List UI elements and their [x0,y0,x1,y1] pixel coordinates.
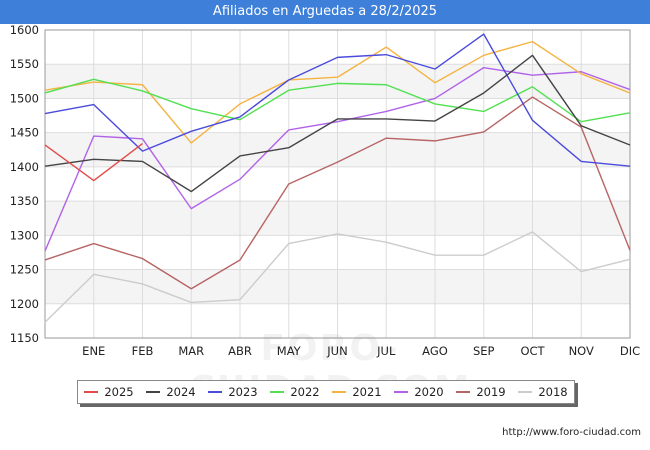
x-tick-label: JUN [326,344,347,358]
legend-item-2019: 2019 [456,385,506,399]
legend-label: 2024 [166,385,196,399]
series-line-2021 [44,40,631,144]
series-line-2024 [44,54,631,193]
legend-swatch [270,391,285,393]
series-line-2025 [44,143,143,182]
x-tick-label: ENE [82,344,105,358]
chart-title-bar: Afiliados en Arguedas a 28/2/2025 [0,0,650,24]
y-tick-label: 1600 [10,23,39,37]
chart-title: Afiliados en Arguedas a 28/2/2025 [212,4,438,19]
legend-swatch [146,391,161,393]
legend-label: 2022 [290,385,320,399]
legend-label: 2021 [352,385,382,399]
legend-item-2020: 2020 [394,385,444,399]
legend-item-2018: 2018 [518,385,568,399]
x-tick-label: ABR [228,344,252,358]
series-line-2020 [44,66,631,252]
legend-label: 2019 [476,385,506,399]
legend-swatch [208,391,223,393]
series-line-2018 [44,231,631,323]
x-tick-label: JUL [376,344,396,358]
legend-item-2024: 2024 [146,385,196,399]
legend-item-2023: 2023 [208,385,258,399]
x-tick-label: MAY [277,344,302,358]
series-line-2023 [44,33,631,167]
y-tick-label: 1200 [10,297,39,311]
legend-item-2022: 2022 [270,385,320,399]
legend-label: 2025 [104,385,134,399]
y-tick-label: 1450 [10,126,39,140]
legend-item-2025: 2025 [84,385,134,399]
chart-legend: 2025 2024 2023 2022 2021 2020 2019 2018 [77,380,575,404]
series-line-2022 [44,78,631,123]
x-tick-label: NOV [569,344,594,358]
x-tick-label: FEB [132,344,154,358]
legend-label: 2020 [414,385,444,399]
series-line-2019 [44,96,631,290]
source-url[interactable]: http://www.foro-ciudad.com [502,427,641,438]
legend-swatch [332,391,347,393]
x-tick-label: AGO [422,344,448,358]
y-tick-label: 1250 [10,263,39,277]
y-tick-label: 1550 [10,57,39,71]
x-tick-label: SEP [473,344,495,358]
legend-swatch [456,391,471,393]
y-tick-label: 1150 [10,331,39,345]
y-tick-label: 1300 [10,228,39,242]
legend-item-2021: 2021 [332,385,382,399]
legend-label: 2018 [538,385,568,399]
legend-swatch [518,391,533,393]
y-tick-label: 1350 [10,194,39,208]
x-tick-label: DIC [620,344,640,358]
legend-swatch [394,391,409,393]
x-tick-label: MAR [178,344,204,358]
legend-swatch [84,391,99,393]
legend-label: 2023 [228,385,258,399]
y-tick-label: 1400 [10,160,39,174]
y-tick-label: 1500 [10,91,39,105]
x-tick-label: OCT [520,344,545,358]
plot-frame [44,29,631,339]
